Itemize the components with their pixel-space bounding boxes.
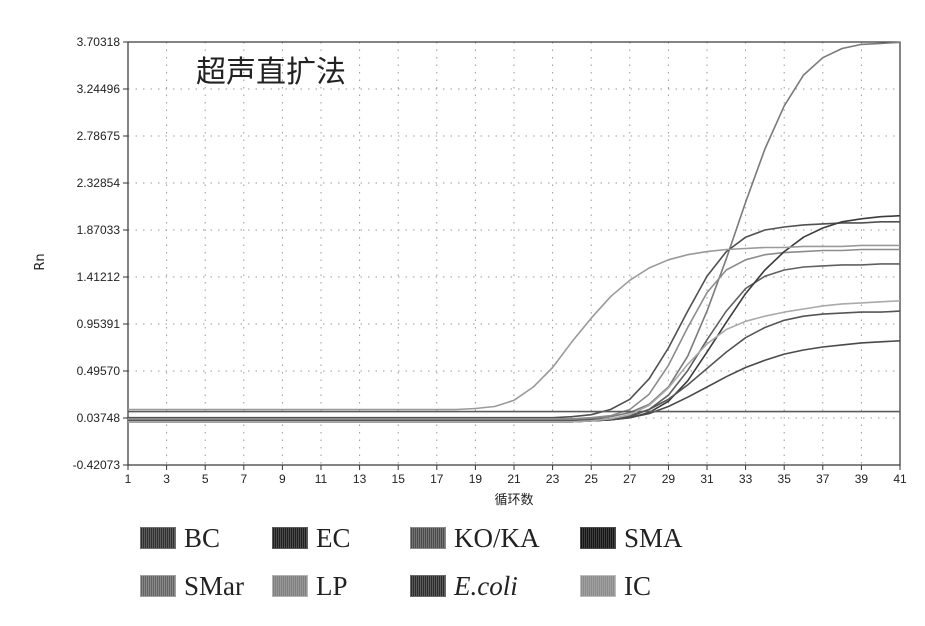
- legend-item: EC: [272, 518, 351, 558]
- series-line: [128, 300, 901, 423]
- x-tick-label: 1: [125, 472, 132, 486]
- y-axis-title: Rn: [33, 253, 48, 270]
- series-line: [128, 244, 900, 411]
- legend-item: E.coli: [410, 566, 518, 606]
- x-tick-label: 33: [739, 472, 753, 486]
- series-line: [128, 310, 901, 422]
- legend-item: LP: [272, 566, 348, 606]
- y-tick-label: 1.41212: [77, 270, 121, 284]
- x-tick-label: 5: [202, 472, 209, 486]
- x-tick-label: 27: [623, 472, 637, 486]
- x-tick-label: 9: [279, 472, 286, 486]
- legend-label: BC: [184, 522, 221, 553]
- series-layer: [128, 41, 901, 423]
- y-tick-label: 0.49570: [77, 364, 121, 378]
- x-tick-label: 3: [163, 472, 170, 486]
- x-tick-label: 37: [816, 472, 830, 486]
- legend-label: KO/KA: [454, 522, 540, 553]
- series-line: [128, 221, 900, 419]
- y-tick-label: 1.87033: [77, 223, 121, 237]
- legend-item: IC: [580, 566, 651, 606]
- x-tick-label: 7: [240, 472, 247, 486]
- y-tick-label: 0.03748: [77, 411, 121, 425]
- y-tick-label: 2.32854: [77, 176, 121, 190]
- x-tick-label: 39: [855, 472, 869, 486]
- legend-swatch: [140, 527, 176, 549]
- x-tick-label: 19: [469, 472, 483, 486]
- y-tick-label: 2.78675: [77, 129, 121, 143]
- y-tick-labels: 3.70318 3.24496 2.78675 2.32854 1.87033 1.412…: [73, 35, 128, 472]
- legend-label: SMar: [184, 570, 244, 601]
- x-tick-label: 35: [778, 472, 792, 486]
- legend-swatch: [272, 575, 308, 597]
- x-tick-label: 29: [662, 472, 676, 486]
- series-line: [128, 41, 901, 421]
- legend-label: SMA: [624, 522, 683, 553]
- legend-item: BC: [140, 518, 220, 558]
- chart-title: 超声直扩法: [196, 55, 346, 90]
- x-tick-label: 25: [585, 472, 599, 486]
- x-tick-label: 15: [392, 472, 406, 486]
- legend-swatch: [580, 527, 616, 549]
- series-line: [128, 248, 900, 420]
- x-tick-label: 11: [315, 472, 328, 486]
- legend-item: KO/KA: [410, 518, 540, 558]
- x-tick-label: 13: [353, 472, 367, 486]
- y-tick-label: 3.70318: [77, 35, 121, 49]
- amplification-chart: 3.70318 3.24496 2.78675 2.32854 1.87033 1.412…: [33, 35, 907, 508]
- x-tick-label: 41: [893, 472, 907, 486]
- x-axis-title: 循环数: [494, 493, 533, 508]
- legend-label: E.coli: [454, 570, 518, 601]
- y-tick-label: 3.24496: [77, 82, 121, 96]
- legend-item: SMar: [140, 566, 244, 606]
- legend-swatch: [272, 527, 308, 549]
- x-tick-label: 23: [546, 472, 560, 486]
- x-tick-labels: 1 3 5 7 9 11 13 15 17 19 21 23 25 27 29 31 33 35 37 39 41: [125, 465, 907, 486]
- x-tick-label: 21: [507, 472, 521, 486]
- y-tick-label: 0.95391: [77, 317, 121, 331]
- legend-swatch: [410, 575, 446, 597]
- legend-label: LP: [316, 570, 348, 601]
- y-tick-label: -0.42073: [73, 458, 121, 472]
- legend-label: IC: [624, 570, 651, 601]
- legend: BC EC KO/KA SMA SMar LP E.coli IC: [140, 518, 760, 618]
- legend-swatch: [410, 527, 446, 549]
- legend-swatch: [140, 575, 176, 597]
- legend-swatch: [580, 575, 616, 597]
- legend-label: EC: [316, 522, 351, 553]
- x-tick-label: 17: [430, 472, 444, 486]
- series-line: [128, 214, 901, 423]
- legend-item: SMA: [580, 518, 683, 558]
- x-tick-label: 31: [700, 472, 714, 486]
